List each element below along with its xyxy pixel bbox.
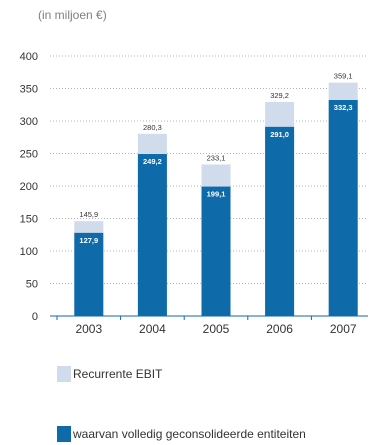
- y-tick-label: 250: [20, 149, 38, 161]
- data-label-consolidated: 199,1: [207, 190, 226, 199]
- unit-label: (in miljoen €): [38, 8, 107, 22]
- x-axis: [50, 315, 368, 320]
- data-label-consolidated: 332,3: [334, 103, 353, 112]
- x-tick-label: 2005: [203, 322, 230, 336]
- data-label-consolidated: 127,9: [79, 236, 98, 245]
- y-tick-label: 400: [20, 51, 38, 63]
- y-axis-tick-labels: 0 50 100 150 200 250 300 350 400: [20, 51, 38, 323]
- legend-label-consolidated: waarvan volledig geconsolideerde entitei…: [73, 427, 306, 441]
- data-label-consolidated: 249,2: [143, 157, 162, 166]
- legend-swatch-dark: [57, 426, 71, 442]
- bar-consolidated: [74, 232, 104, 316]
- x-tick-label: 2007: [330, 322, 357, 336]
- bar-consolidated: [328, 100, 358, 316]
- data-label-recurrente-ebit: 145,9: [79, 210, 98, 219]
- data-label-consolidated: 291,0: [270, 130, 289, 139]
- bar-consolidated: [201, 186, 231, 316]
- data-label-recurrente-ebit: 359,1: [334, 72, 353, 81]
- bars: [74, 82, 358, 317]
- y-tick-label: 100: [20, 246, 38, 258]
- data-label-recurrente-ebit: 329,2: [270, 91, 289, 100]
- data-label-recurrente-ebit: 280,3: [143, 123, 162, 132]
- y-tick-label: 350: [20, 84, 38, 96]
- x-tick-label: 2003: [75, 322, 102, 336]
- y-tick-label: 300: [20, 116, 38, 128]
- legend-label-recurrente-ebit: Recurrente EBIT: [73, 367, 163, 381]
- legend-swatch-light: [57, 366, 71, 382]
- y-tick-label: 0: [32, 311, 38, 323]
- data-labels: 145,9 127,9 280,3 249,2 233,1 199,1 329,2 291,0…: [79, 72, 352, 245]
- x-tick-label: 2006: [266, 322, 293, 336]
- y-tick-label: 50: [26, 279, 38, 291]
- data-label-recurrente-ebit: 233,1: [207, 153, 226, 162]
- y-tick-label: 150: [20, 214, 38, 226]
- bar-consolidated: [265, 126, 295, 316]
- y-tick-label: 200: [20, 181, 38, 193]
- x-axis-tick-labels: 2003 2004 2005 2006 2007: [75, 322, 356, 336]
- legend-item-recurrente-ebit: Recurrente EBIT: [57, 364, 162, 384]
- legend-item-consolidated: waarvan volledig geconsolideerde entitei…: [57, 424, 306, 444]
- x-tick-label: 2004: [139, 322, 166, 336]
- bar-consolidated: [137, 154, 167, 316]
